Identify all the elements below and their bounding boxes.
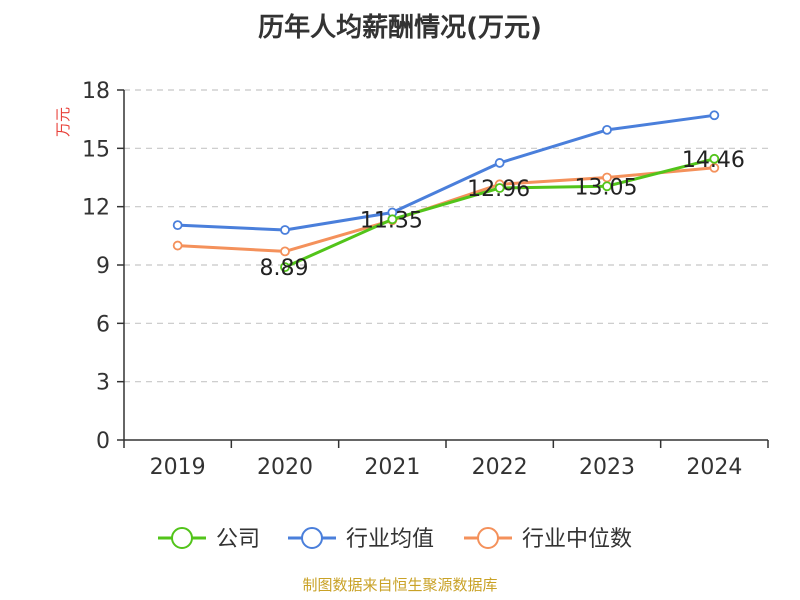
x-tick-label: 2020: [257, 455, 313, 480]
data-point: [709, 162, 720, 173]
legend-label: 公司: [216, 527, 260, 552]
data-point: [709, 110, 720, 121]
x-tick-label: 2019: [150, 455, 206, 480]
data-point: [280, 246, 290, 257]
data-point: [172, 240, 183, 251]
y-tick-label: 9: [96, 254, 110, 279]
data-label-layer: 8.89 11.35 12.96 13.05 14.46: [260, 148, 745, 281]
y-tick-label: 12: [82, 196, 110, 221]
legend-swatch-marker: [301, 527, 323, 549]
data-point: [709, 153, 720, 164]
y-axis-label: 万元: [54, 107, 72, 137]
x-tick-label: 2021: [364, 455, 420, 480]
grid-layer: [124, 89, 768, 383]
data-point: [387, 214, 398, 225]
legend-label: 行业中位数: [522, 527, 632, 552]
data-point: [602, 181, 612, 192]
source-footer: 制图数据来自恒生聚源数据库: [302, 576, 497, 594]
data-point: [280, 262, 290, 273]
y-tick-label: 15: [82, 137, 110, 162]
y-tick-label: 6: [96, 312, 110, 337]
data-label: 14.46: [682, 148, 745, 173]
data-point: [602, 124, 612, 135]
y-tick-label: 0: [96, 429, 110, 454]
axis-layer: 0 3 6 9 12 15 18 2019 2020 2021 2022 2023 2024: [82, 79, 769, 480]
data-label: 13.05: [575, 175, 638, 200]
series-line-1: [177, 113, 715, 232]
data-label: 8.89: [260, 256, 309, 281]
series-line-0: [284, 157, 715, 269]
data-label: 11.35: [360, 208, 423, 233]
chart-title: 历年人均薪酬情况(万元): [258, 12, 542, 43]
x-tick-label: 2024: [686, 455, 742, 480]
y-tick-label: 18: [82, 79, 110, 104]
data-point: [280, 225, 290, 235]
data-point: [172, 220, 183, 231]
legend-label: 行业均值: [346, 527, 434, 552]
data-point: [494, 158, 505, 168]
y-tick-label: 3: [96, 371, 110, 396]
x-tick-label: 2022: [472, 455, 528, 480]
legend: 公司 行业均值 行业中位数: [158, 527, 632, 552]
series-layer: [172, 110, 720, 273]
x-tick-label: 2023: [579, 455, 635, 480]
legend-swatch-marker: [477, 527, 499, 549]
data-label: 12.96: [467, 177, 530, 202]
data-point: [494, 183, 505, 193]
legend-swatch-marker: [171, 527, 193, 549]
